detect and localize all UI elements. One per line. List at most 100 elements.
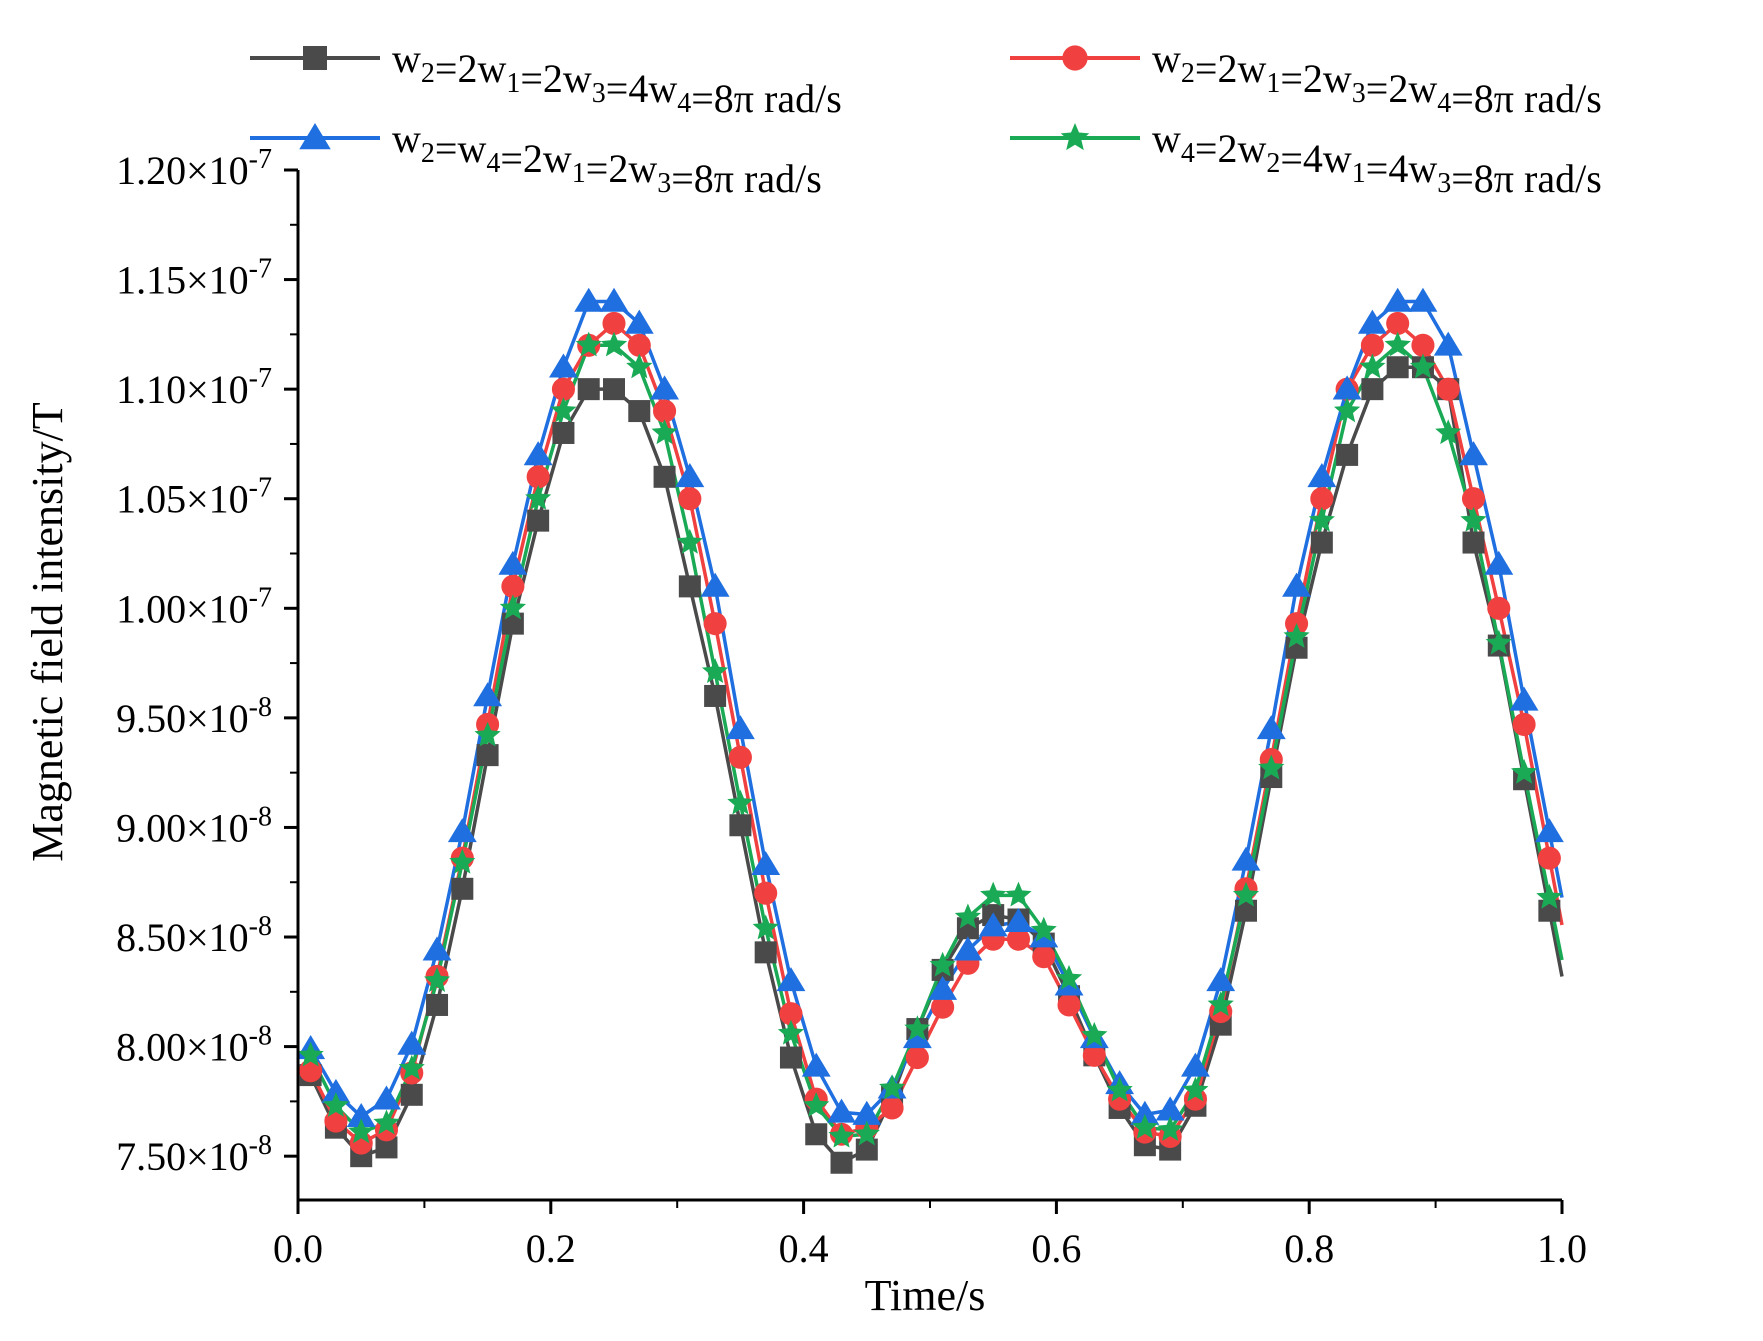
series-1-point bbox=[729, 814, 752, 837]
series-4-point bbox=[373, 1109, 400, 1135]
series-3-point bbox=[422, 936, 452, 961]
series-4-point bbox=[1384, 331, 1411, 357]
series-2-point bbox=[880, 1096, 904, 1120]
series-4-point bbox=[1536, 883, 1563, 909]
series-1-point bbox=[426, 993, 449, 1016]
series-4-point bbox=[1005, 881, 1032, 907]
series-3-point bbox=[751, 850, 781, 876]
series-4-point bbox=[1283, 623, 1310, 648]
series-1-point bbox=[805, 1123, 828, 1146]
y-tick-label: 1.05×10-7 bbox=[116, 473, 272, 522]
x-tick-label: 0.6 bbox=[1031, 1226, 1081, 1271]
series-4-point bbox=[1157, 1116, 1184, 1141]
series-4-point bbox=[398, 1054, 425, 1080]
series-3-point bbox=[346, 1102, 376, 1128]
series-2-point bbox=[627, 333, 651, 357]
y-tick-label: 8.00×10-8 bbox=[116, 1021, 272, 1070]
series-4-point bbox=[752, 914, 779, 940]
series-3-point bbox=[1509, 686, 1539, 711]
series-4-point bbox=[1435, 419, 1462, 445]
series-2-point bbox=[324, 1109, 348, 1133]
series-3-point bbox=[675, 463, 705, 488]
series-2-point bbox=[1032, 945, 1056, 969]
series-4-point bbox=[1030, 916, 1057, 942]
series-4-point bbox=[980, 881, 1007, 907]
series-4-point bbox=[954, 903, 981, 929]
series-3-point bbox=[1206, 967, 1236, 992]
series-3-point bbox=[1307, 463, 1337, 488]
series-3-point bbox=[1155, 1096, 1185, 1121]
series-3-point bbox=[801, 1052, 831, 1077]
series-3-point bbox=[776, 967, 806, 992]
series-4-point bbox=[651, 419, 678, 445]
series-3-point bbox=[1130, 1100, 1160, 1125]
series-1-point bbox=[855, 1138, 878, 1161]
series-4-point bbox=[297, 1041, 324, 1067]
series-2-point bbox=[526, 465, 550, 489]
series-3-point bbox=[1383, 287, 1413, 312]
series-3-point bbox=[725, 715, 755, 740]
series-2-point bbox=[1006, 927, 1031, 951]
series-4-point bbox=[777, 1019, 804, 1045]
series-3-point bbox=[1332, 375, 1362, 400]
series-3-point bbox=[574, 287, 604, 312]
series-4-point bbox=[600, 331, 628, 357]
series-4-point bbox=[879, 1074, 906, 1100]
series-4-point bbox=[828, 1122, 855, 1148]
series-4-point bbox=[853, 1120, 880, 1146]
x-tick-label: 0.2 bbox=[526, 1226, 576, 1271]
series-1-point bbox=[1310, 531, 1333, 554]
series-3-point bbox=[1282, 572, 1311, 597]
series-4-point bbox=[803, 1092, 830, 1117]
series-3-point bbox=[447, 818, 477, 843]
y-tick-label: 1.10×10-7 bbox=[116, 363, 272, 412]
series-1-point bbox=[552, 421, 575, 444]
series-4-point bbox=[575, 331, 602, 357]
series-4-point bbox=[676, 528, 703, 554]
series-1-point bbox=[1386, 356, 1409, 379]
ticks: 0.0 0.2 0.4 0.6 0.8 1.0 7.50×10-8 8.00×10-8 8.50… bbox=[116, 144, 1587, 1271]
series-4-point bbox=[1485, 629, 1512, 655]
series-2-point bbox=[728, 745, 752, 769]
series-2-point bbox=[779, 1002, 803, 1026]
series-1-point bbox=[1361, 378, 1384, 401]
series-3-point bbox=[1004, 907, 1033, 932]
series-4-point bbox=[525, 485, 552, 510]
series-1-point bbox=[476, 744, 499, 767]
series-3-point bbox=[397, 1030, 427, 1055]
series-2-point bbox=[754, 881, 778, 905]
series-4-point bbox=[1258, 754, 1285, 780]
x-axis-title: Time/s bbox=[865, 1271, 986, 1320]
series-3-point bbox=[1459, 441, 1488, 466]
series-4-point bbox=[727, 789, 754, 815]
series-2-point bbox=[299, 1059, 323, 1083]
series-1-point bbox=[704, 684, 727, 707]
series-3-point bbox=[624, 309, 654, 334]
legend-marker-3 bbox=[299, 123, 331, 150]
series-4-point bbox=[1131, 1113, 1158, 1139]
y-tick-label: 1.15×10-7 bbox=[116, 254, 272, 303]
series-3-point bbox=[650, 375, 679, 400]
y-tick-label: 8.50×10-8 bbox=[116, 911, 272, 960]
series-3-point bbox=[902, 1024, 932, 1049]
series-3-point bbox=[1433, 331, 1463, 356]
series-4-point bbox=[1081, 1021, 1108, 1047]
series-4-point bbox=[1359, 353, 1386, 379]
series-1-point bbox=[628, 400, 651, 423]
legend-marker-1 bbox=[303, 46, 327, 70]
series-3-point bbox=[852, 1100, 882, 1125]
series-1-point bbox=[501, 612, 524, 635]
series-4-point bbox=[1232, 881, 1260, 907]
series-4-point bbox=[1056, 964, 1083, 990]
legend-marker-2 bbox=[1062, 45, 1088, 71]
series-2-point bbox=[1512, 712, 1536, 736]
series-4-point bbox=[550, 397, 577, 423]
series-3-point bbox=[372, 1085, 401, 1110]
series-2-point bbox=[1461, 487, 1486, 511]
series-2-point bbox=[602, 311, 626, 335]
y-tick-label: 1.00×10-7 bbox=[116, 582, 272, 631]
series-3-point bbox=[473, 682, 503, 707]
series-2-point bbox=[1057, 993, 1081, 1017]
x-tick-label: 1.0 bbox=[1537, 1226, 1587, 1271]
series-1-point bbox=[653, 465, 676, 488]
